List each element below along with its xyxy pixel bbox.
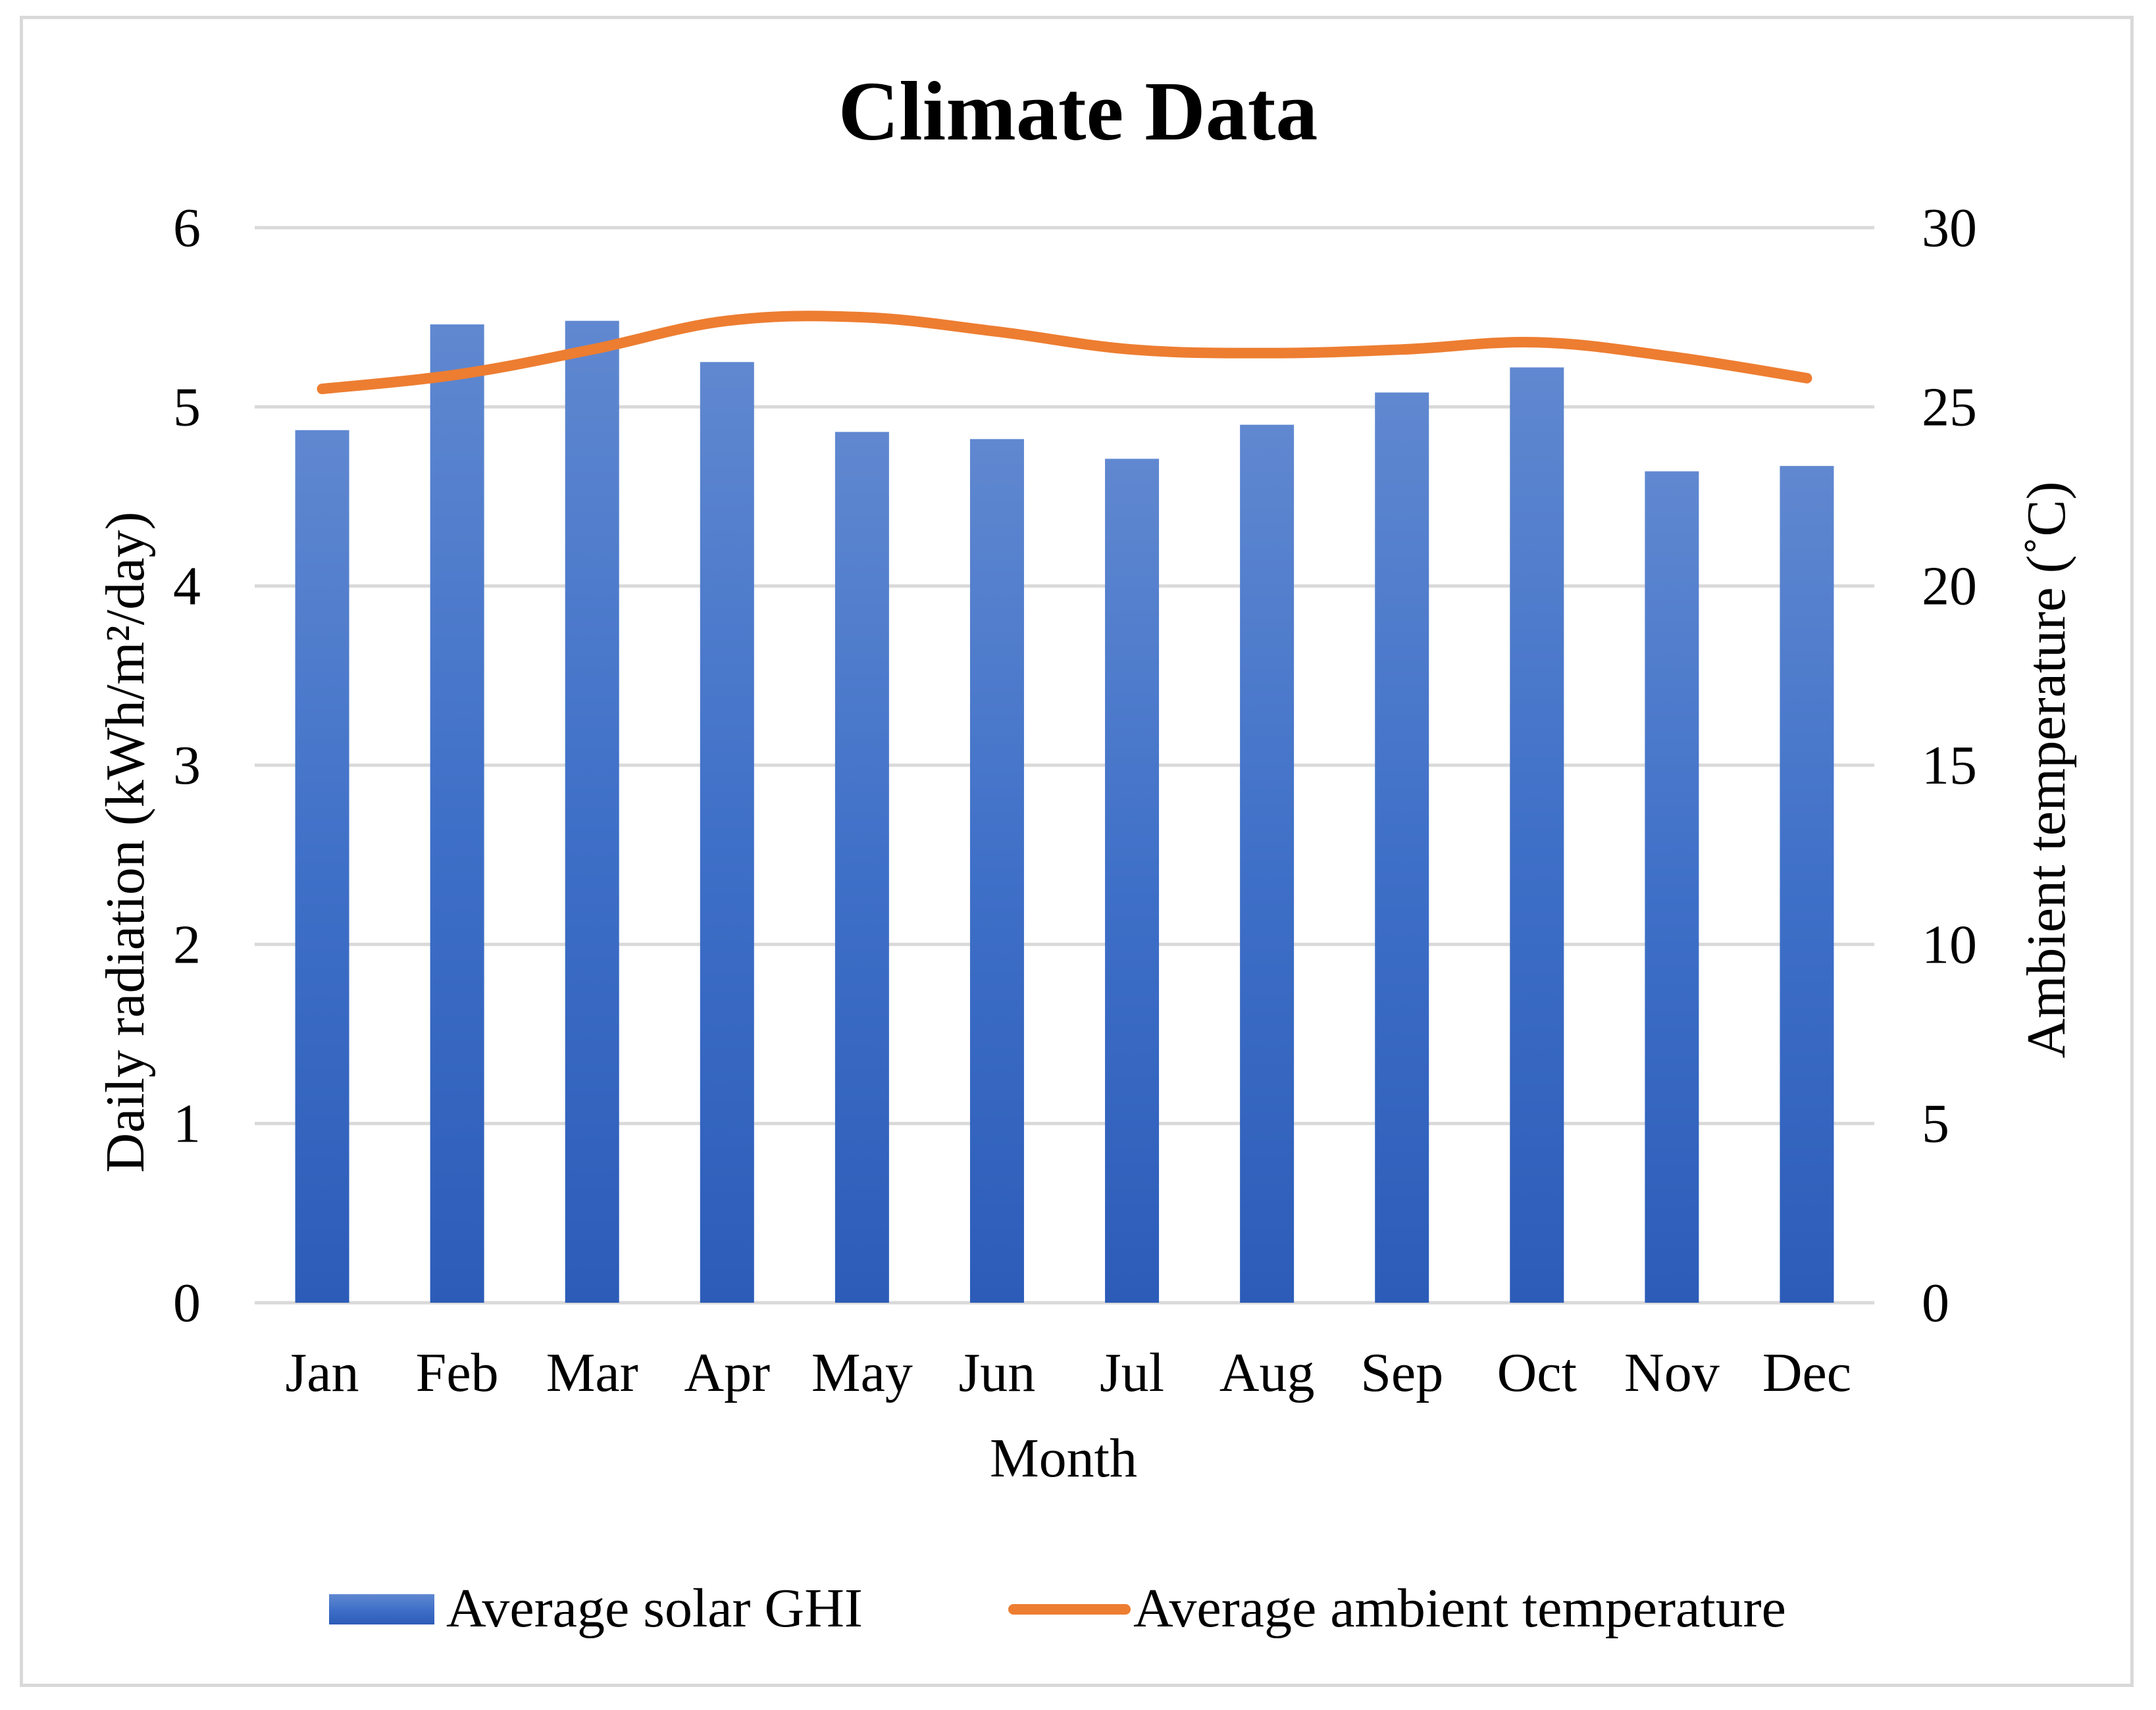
y-tick-label: 2 [173, 914, 201, 975]
line-series [317, 311, 1812, 395]
x-tick-label: Nov [1624, 1342, 1720, 1403]
y2-tick-label: 0 [1922, 1272, 1949, 1334]
y-tick-label: 5 [173, 376, 201, 438]
bar-sep [1375, 392, 1429, 1303]
x-tick-label: Jan [286, 1342, 359, 1403]
legend-bar-swatch [329, 1594, 434, 1624]
x-tick-label: Jul [1100, 1342, 1164, 1403]
y-tick-label: 3 [173, 735, 201, 796]
y-tick-label: 6 [173, 197, 201, 259]
x-tick-label: Sep [1360, 1342, 1443, 1403]
bar-feb [430, 324, 484, 1303]
temperature-point-jul [1131, 349, 1133, 350]
bar-jun [969, 439, 1024, 1303]
y-axis-title: Daily radiation (kWh/m²/day) [95, 512, 156, 1173]
bar-series [295, 320, 1834, 1303]
legend-line-label: Average ambient temperature [1133, 1578, 1786, 1639]
x-tick-label: Oct [1497, 1342, 1577, 1403]
y-tick-label: 1 [173, 1094, 201, 1155]
y2-axis-title: Ambient temperature (˚C) [2016, 482, 2077, 1059]
bar-jan [295, 430, 349, 1303]
bar-dec [1780, 466, 1834, 1303]
left-axis-ticks: 0 1 2 3 4 5 6 [173, 197, 201, 1334]
y2-tick-label: 5 [1922, 1094, 1949, 1155]
x-axis-ticks: Jan Feb Mar Apr May Jun Jul Aug Sep Oct Nov Dec [286, 1342, 1852, 1403]
temperature-line [317, 311, 1812, 395]
y-tick-label: 0 [173, 1272, 201, 1334]
legend: Average solar GHI Average ambient temper… [329, 1578, 1786, 1639]
bar-jul [1105, 459, 1160, 1303]
x-axis-title: Month [990, 1428, 1137, 1489]
y2-tick-label: 25 [1922, 376, 1977, 438]
gridlines [255, 226, 1874, 1305]
bar-aug [1240, 424, 1295, 1303]
y2-tick-label: 30 [1922, 197, 1977, 259]
chart-title: Climate Data [838, 64, 1318, 158]
legend-bar-label: Average solar GHI [446, 1578, 863, 1639]
y2-tick-label: 10 [1922, 914, 1977, 975]
x-tick-label: Aug [1219, 1342, 1315, 1403]
bar-may [834, 432, 889, 1303]
y2-tick-label: 15 [1922, 735, 1977, 796]
bar-mar [565, 320, 619, 1303]
bar-nov [1645, 471, 1699, 1303]
x-tick-label: Mar [546, 1342, 638, 1403]
temperature-point-may [861, 316, 863, 318]
temperature-point-jun [996, 331, 998, 332]
bar-apr [700, 362, 754, 1303]
x-tick-label: May [811, 1342, 913, 1403]
x-tick-label: Apr [684, 1342, 770, 1403]
y2-tick-label: 20 [1922, 556, 1977, 617]
y-tick-label: 4 [173, 556, 201, 617]
right-axis-ticks: 0 5 10 15 20 25 30 [1922, 197, 1977, 1334]
x-tick-label: Jun [959, 1342, 1036, 1403]
x-tick-label: Dec [1762, 1342, 1851, 1403]
x-tick-label: Feb [416, 1342, 499, 1403]
bar-oct [1510, 367, 1564, 1303]
